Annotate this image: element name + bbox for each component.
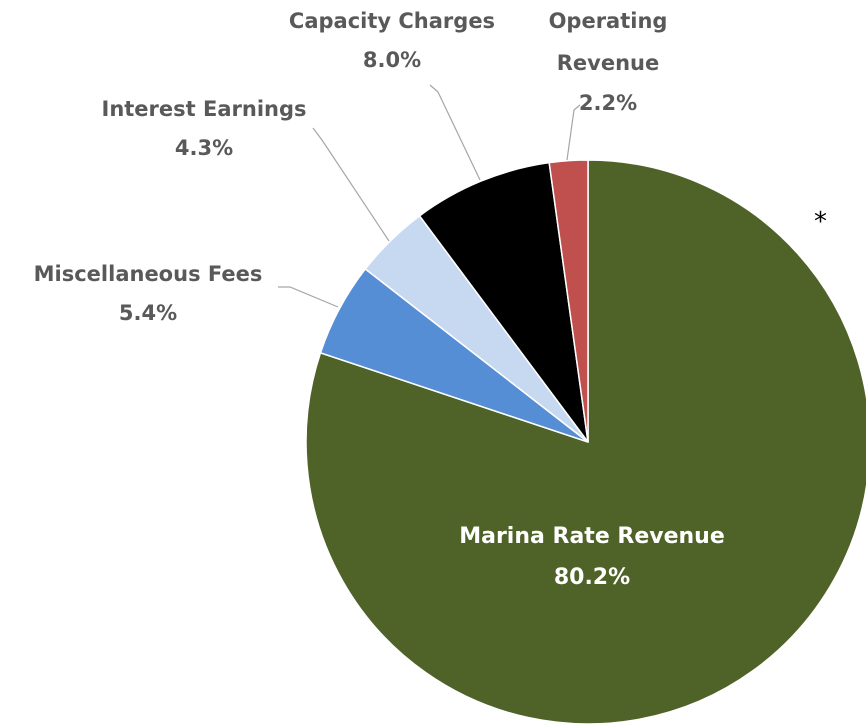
slice-name-label-operating-revenue-1: Operating: [549, 9, 668, 33]
slice-value-label-miscellaneous-fees: 5.4%: [119, 301, 177, 325]
slice-value-label-capacity-charges: 8.0%: [363, 48, 421, 72]
leader-line-interest-earnings: [312, 127, 390, 242]
slice-labels: Marina Rate Revenue 80.2% Miscellaneous Fe…: [34, 9, 725, 590]
pie-slice-capacity-charges: [418, 161, 589, 443]
slice-name-label-operating-revenue-2: Revenue: [557, 51, 660, 75]
leader-line-miscellaneous-fees: [278, 286, 339, 308]
leader-lines: [278, 84, 581, 308]
leader-line-operating-revenue: [566, 104, 581, 161]
slice-name-label-capacity-charges: Capacity Charges: [289, 9, 495, 33]
pie-slices: [305, 159, 866, 725]
pie-slice-operating-revenue: [548, 159, 589, 443]
slice-value-label-interest-earnings: 4.3%: [175, 136, 233, 160]
slice-name-label-marina-rate-revenue: Marina Rate Revenue: [459, 524, 725, 549]
leader-line-capacity-charges: [429, 84, 481, 181]
slice-value-label-marina-rate-revenue: 80.2%: [554, 565, 630, 590]
slice-name-label-miscellaneous-fees: Miscellaneous Fees: [34, 262, 263, 286]
slice-value-label-operating-revenue: 2.2%: [579, 91, 637, 115]
slice-name-label-interest-earnings: Interest Earnings: [102, 97, 307, 121]
asterisk-note: *: [814, 207, 827, 237]
